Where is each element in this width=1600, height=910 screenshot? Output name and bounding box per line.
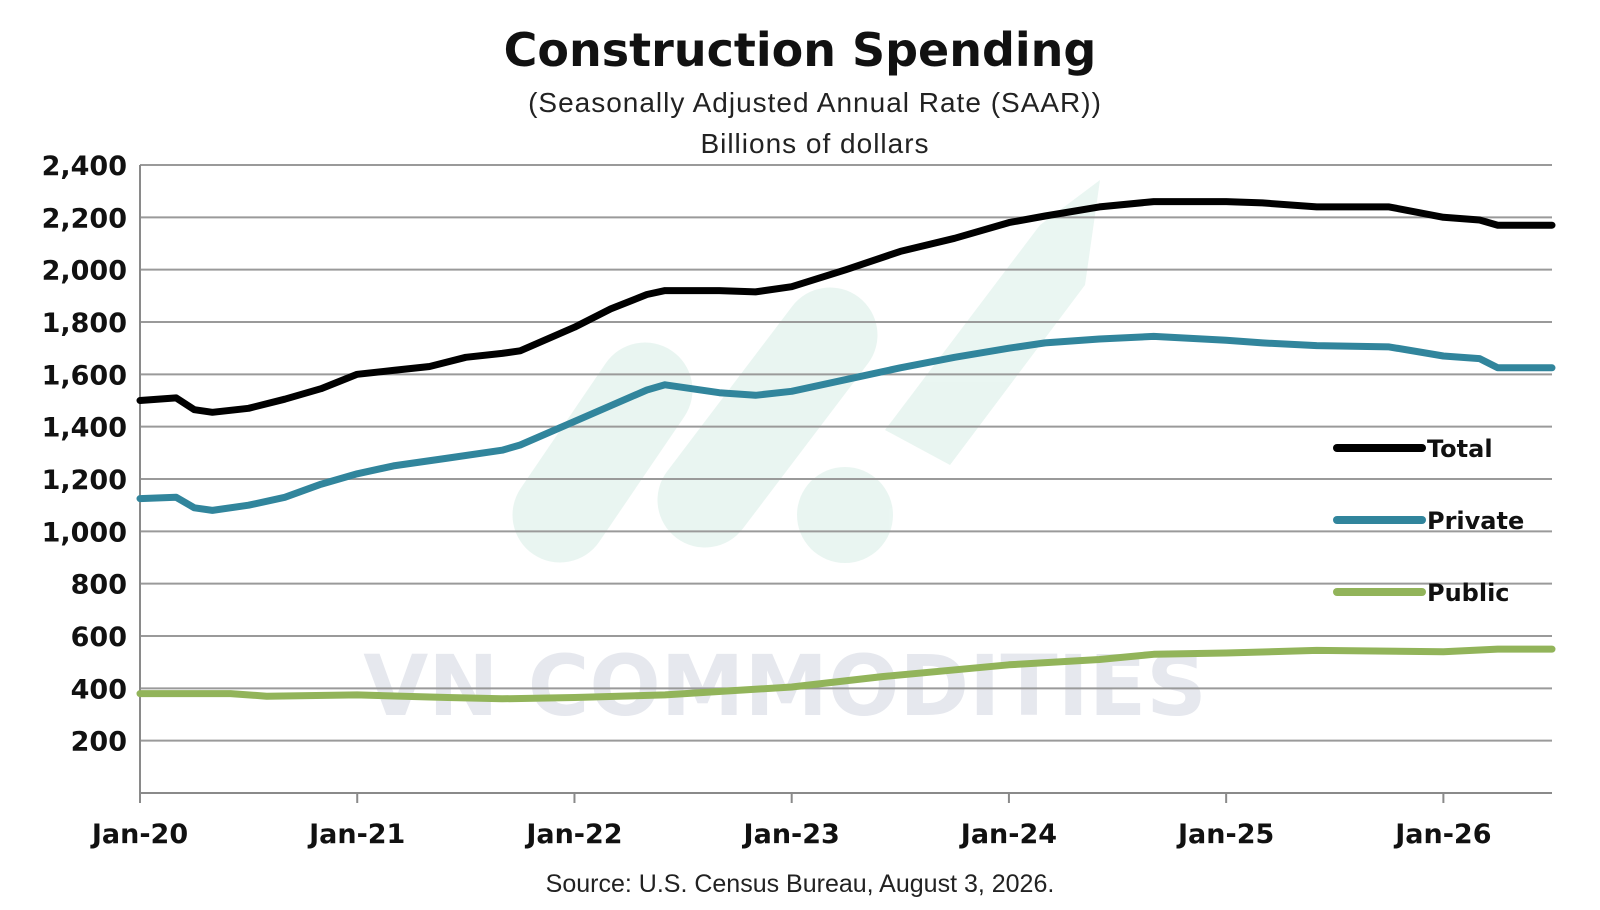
y-tick-label: 2,000 xyxy=(42,256,127,287)
chart-units: Billions of dollars xyxy=(700,128,929,159)
watermark-logo xyxy=(512,180,1100,563)
x-tick-label: Jan-21 xyxy=(307,819,405,850)
chart-subtitle: (Seasonally Adjusted Annual Rate (SAAR)) xyxy=(528,87,1102,118)
series-lines xyxy=(136,198,1556,703)
chart-title: Construction Spending xyxy=(504,23,1097,77)
y-tick-label: 200 xyxy=(71,727,127,758)
legend-label-private: Private xyxy=(1427,507,1524,535)
y-tick-label: 1,400 xyxy=(42,413,127,444)
y-tick-label: 2,200 xyxy=(42,203,127,234)
y-tick-label: 800 xyxy=(71,570,127,601)
y-tick-label: 1,800 xyxy=(42,308,127,339)
x-tick-label: Jan-20 xyxy=(90,819,188,850)
legend-label-total: Total xyxy=(1427,435,1493,463)
y-tick-label: 1,000 xyxy=(42,517,127,548)
y-tick-label: 1,600 xyxy=(42,360,127,391)
x-tick-label: Jan-23 xyxy=(742,819,840,850)
series-line-public xyxy=(136,645,1556,703)
x-tick-label: Jan-25 xyxy=(1176,819,1274,850)
legend-label-public: Public xyxy=(1427,579,1510,607)
source-note: Source: U.S. Census Bureau, August 3, 20… xyxy=(546,870,1055,898)
x-axis-tick-labels: Jan-20 Jan-21 Jan-22 Jan-23 Jan-24 Jan-25 Jan-… xyxy=(90,793,1492,850)
x-tick-label: Jan-24 xyxy=(959,819,1057,850)
axes xyxy=(139,165,1552,794)
y-tick-label: 1,200 xyxy=(42,465,127,496)
x-tick-label: Jan-26 xyxy=(1393,819,1491,850)
series-line-private xyxy=(136,332,1556,514)
y-tick-label: 400 xyxy=(71,674,127,705)
y-tick-label: 600 xyxy=(71,622,127,653)
series-line-total xyxy=(136,198,1556,416)
y-tick-label: 2,400 xyxy=(42,151,127,182)
y-axis-tick-labels: 200 400 600 800 1,000 1,200 1,400 1,600 1,800 2,0… xyxy=(42,151,127,758)
x-tick-label: Jan-22 xyxy=(524,819,622,850)
gridlines xyxy=(140,164,1552,742)
legend: Total Private Public xyxy=(1333,435,1524,607)
